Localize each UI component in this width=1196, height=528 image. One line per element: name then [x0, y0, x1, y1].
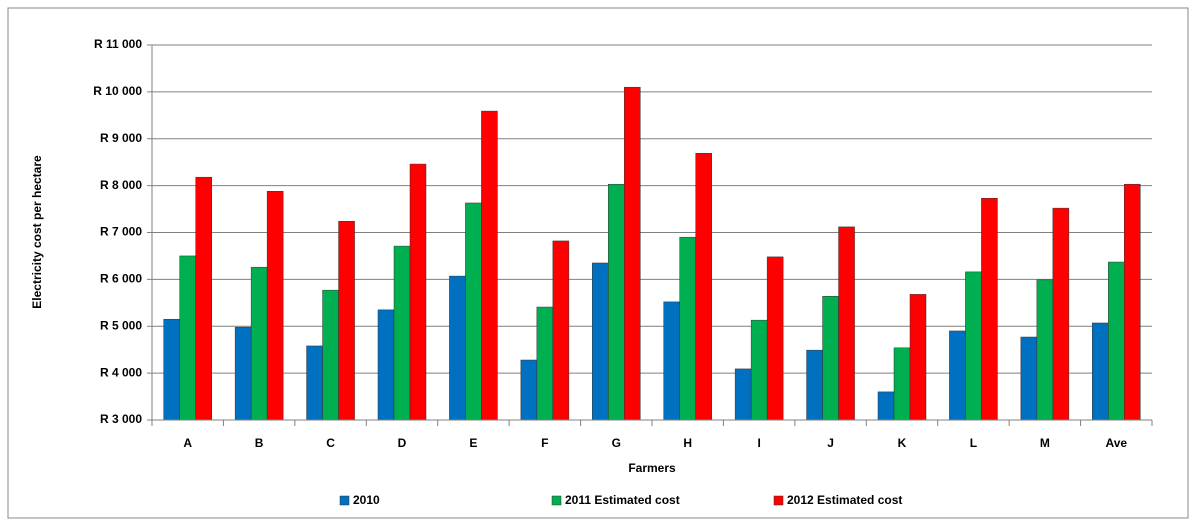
bar: [338, 221, 355, 421]
bar: [806, 349, 823, 421]
x-tick-label: J: [827, 436, 834, 450]
bar: [663, 301, 680, 421]
x-tick-label: M: [1040, 436, 1050, 450]
legend-label: 2012 Estimated cost: [787, 493, 902, 507]
bar: [1036, 279, 1054, 421]
bar: [838, 226, 855, 421]
bar: [409, 163, 427, 421]
legend-label: 2010: [353, 493, 380, 507]
bar: [893, 347, 911, 421]
y-tick-label: R 8 000: [100, 178, 142, 192]
legend-label: 2011 Estimated cost: [565, 493, 680, 507]
bar: [965, 271, 982, 421]
bar: [536, 306, 554, 421]
bar: [750, 319, 768, 421]
bar: [822, 296, 839, 421]
y-tick-label: R 10 000: [93, 84, 142, 98]
bar: [1124, 183, 1141, 421]
x-tick-label: A: [183, 436, 192, 450]
bar: [981, 198, 998, 421]
bar: [306, 345, 323, 421]
bar: [195, 176, 212, 421]
bar: [250, 266, 268, 421]
x-tick-label: I: [757, 436, 760, 450]
bar: [766, 256, 784, 421]
bar: [592, 262, 609, 421]
bar: [465, 202, 482, 421]
bar: [1108, 261, 1125, 421]
bar: [877, 391, 895, 421]
x-tick-label: K: [898, 436, 907, 450]
x-tick-label: E: [469, 436, 477, 450]
bar: [322, 289, 339, 421]
x-tick-label: D: [398, 436, 407, 450]
x-tick-label: Ave: [1105, 436, 1127, 450]
y-tick-label: R 6 000: [100, 272, 142, 286]
bar: [377, 309, 395, 421]
y-tick-label: R 7 000: [100, 225, 142, 239]
x-tick-label: F: [541, 436, 548, 450]
legend-swatch: [339, 495, 350, 506]
bar: [520, 359, 538, 421]
bar: [1092, 322, 1109, 421]
bar: [608, 183, 625, 421]
bar: [179, 255, 196, 421]
y-tick-label: R 3 000: [100, 412, 142, 426]
y-tick-label: R 11 000: [94, 37, 142, 51]
bar: [1020, 336, 1038, 421]
bar: [909, 294, 927, 421]
x-tick-label: L: [970, 436, 977, 450]
y-tick-label: R 9 000: [100, 131, 142, 145]
x-tick-label: G: [612, 436, 621, 450]
y-tick-label: R 4 000: [100, 365, 142, 379]
bar: [393, 245, 411, 421]
x-tick-label: H: [683, 436, 692, 450]
bar: [234, 326, 252, 421]
x-axis-label: Farmers: [628, 461, 676, 475]
y-axis-label: Electricity cost per hectare: [30, 155, 44, 309]
bar: [266, 191, 284, 421]
bar: [449, 275, 466, 421]
legend-swatch: [551, 495, 562, 506]
bar: [949, 330, 966, 421]
bar: [552, 240, 570, 421]
bar: [679, 236, 696, 421]
bar: [624, 86, 641, 421]
y-tick-label: R 5 000: [100, 318, 142, 332]
bar: [1052, 207, 1070, 421]
bar: [695, 153, 712, 421]
x-tick-label: C: [326, 436, 335, 450]
bar: [734, 368, 752, 421]
bar: [481, 110, 498, 421]
legend-swatch: [773, 495, 784, 506]
x-tick-label: B: [255, 436, 264, 450]
bar: [163, 318, 180, 421]
